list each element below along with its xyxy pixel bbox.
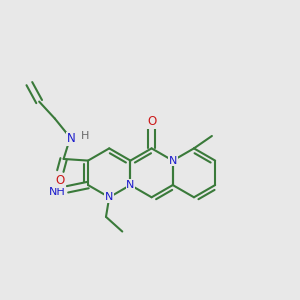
Text: N: N (126, 180, 135, 190)
Text: O: O (56, 174, 65, 187)
Text: N: N (105, 192, 113, 202)
Text: H: H (81, 131, 89, 141)
Text: N: N (169, 156, 177, 166)
Text: O: O (147, 116, 156, 128)
Text: N: N (67, 132, 76, 145)
Text: NH: NH (49, 187, 65, 196)
